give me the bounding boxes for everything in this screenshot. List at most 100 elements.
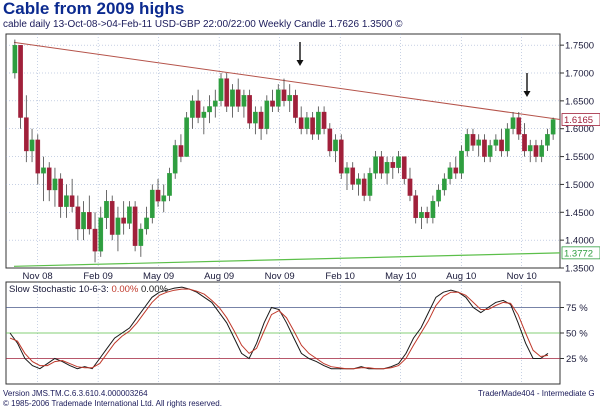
candles: [12, 39, 556, 263]
candle-body: [545, 134, 550, 146]
price-label-box: [561, 113, 600, 126]
candle-body: [201, 111, 207, 118]
candle-body: [69, 195, 75, 207]
candle: [470, 128, 476, 151]
candle-body: [144, 217, 149, 230]
candle-body: [482, 139, 487, 157]
candle: [464, 128, 470, 157]
candle-body: [241, 95, 247, 107]
price-tick-label: 1.6500: [565, 96, 594, 107]
candle: [550, 117, 556, 140]
candle-body: [344, 167, 350, 174]
candle-body: [98, 217, 104, 252]
candle: [344, 162, 350, 190]
candle-body: [253, 111, 258, 124]
candle: [184, 112, 189, 157]
candle: [29, 128, 35, 163]
candle-body: [281, 89, 287, 102]
candle: [527, 139, 533, 163]
stochastic-levels: 75 % 50 % 25 %: [6, 303, 588, 365]
candle-body: [459, 150, 464, 174]
candle: [190, 95, 195, 129]
stochastic-value-2: 0.00%: [138, 284, 168, 295]
candle-body: [487, 145, 493, 157]
candle: [310, 112, 315, 140]
price-label-text: 1.3772: [564, 248, 593, 259]
candle-body: [316, 111, 321, 135]
candle: [218, 73, 224, 107]
candle-body: [298, 117, 304, 129]
candle-body: [304, 117, 310, 129]
time-tick-label: May 10: [385, 271, 416, 282]
candle-body: [442, 178, 447, 191]
candle-body: [167, 173, 172, 196]
candle-body: [218, 78, 224, 102]
candle: [23, 95, 29, 163]
candle: [41, 156, 46, 202]
candle-body: [436, 189, 441, 202]
candle: [138, 223, 144, 257]
candle: [270, 89, 275, 112]
candle: [539, 139, 545, 163]
time-tick-label: Nov 10: [507, 271, 537, 282]
candle: [201, 106, 207, 135]
candle-body: [510, 117, 516, 129]
candle: [321, 106, 327, 135]
candle: [64, 184, 69, 218]
price-label-text: 1.6165: [564, 115, 593, 126]
candle: [287, 84, 293, 112]
candle: [333, 134, 338, 163]
candle: [476, 134, 482, 157]
candle: [367, 167, 373, 202]
candle: [127, 201, 132, 229]
candle: [482, 134, 487, 163]
candle: [390, 156, 396, 179]
candle-body: [533, 145, 539, 157]
candle-body: [18, 44, 23, 118]
candle: [86, 195, 92, 235]
candle: [304, 112, 310, 135]
candle: [436, 184, 441, 207]
candle: [253, 106, 258, 135]
candle: [104, 190, 109, 229]
price-tick-label: 1.5500: [565, 152, 594, 163]
resistance-trendline: [13, 41, 561, 121]
candle-body: [121, 217, 126, 224]
candle: [419, 206, 424, 229]
candle: [46, 162, 52, 202]
candle-body: [424, 212, 430, 219]
candle: [98, 206, 104, 257]
candle: [487, 139, 493, 163]
chart-subtitle: cable daily 13-Oct-08->04-Feb-11 USD-GBP…: [3, 19, 403, 30]
candle-body: [75, 206, 81, 230]
candle: [430, 195, 436, 224]
candle-body: [453, 167, 459, 174]
candle-body: [127, 206, 132, 224]
copyright-text: © 1985-2006 Trademade International Ltd.…: [3, 399, 222, 408]
candle-body: [92, 228, 98, 252]
candle-body: [396, 156, 401, 168]
candle: [18, 44, 23, 129]
candle: [207, 95, 212, 124]
candle-body: [493, 139, 499, 146]
candle: [401, 156, 407, 185]
candle-body: [373, 156, 378, 174]
candle-body: [505, 128, 510, 152]
chart-title: Cable from 2009 highs: [3, 0, 185, 18]
stochastic-tick-label: 25 %: [566, 354, 588, 365]
candle-body: [310, 117, 315, 135]
candle: [241, 89, 247, 118]
candle: [12, 39, 18, 79]
candle-body: [333, 139, 338, 152]
candle: [396, 151, 401, 174]
candle: [373, 151, 378, 179]
candle-body: [29, 139, 35, 152]
candle-body: [293, 95, 298, 118]
candle: [52, 167, 58, 207]
price-tick-label: 1.6000: [565, 124, 594, 135]
candle-body: [499, 139, 504, 152]
candle-body: [35, 139, 41, 174]
stochastic-lines: [9, 286, 549, 370]
candle: [424, 206, 430, 224]
